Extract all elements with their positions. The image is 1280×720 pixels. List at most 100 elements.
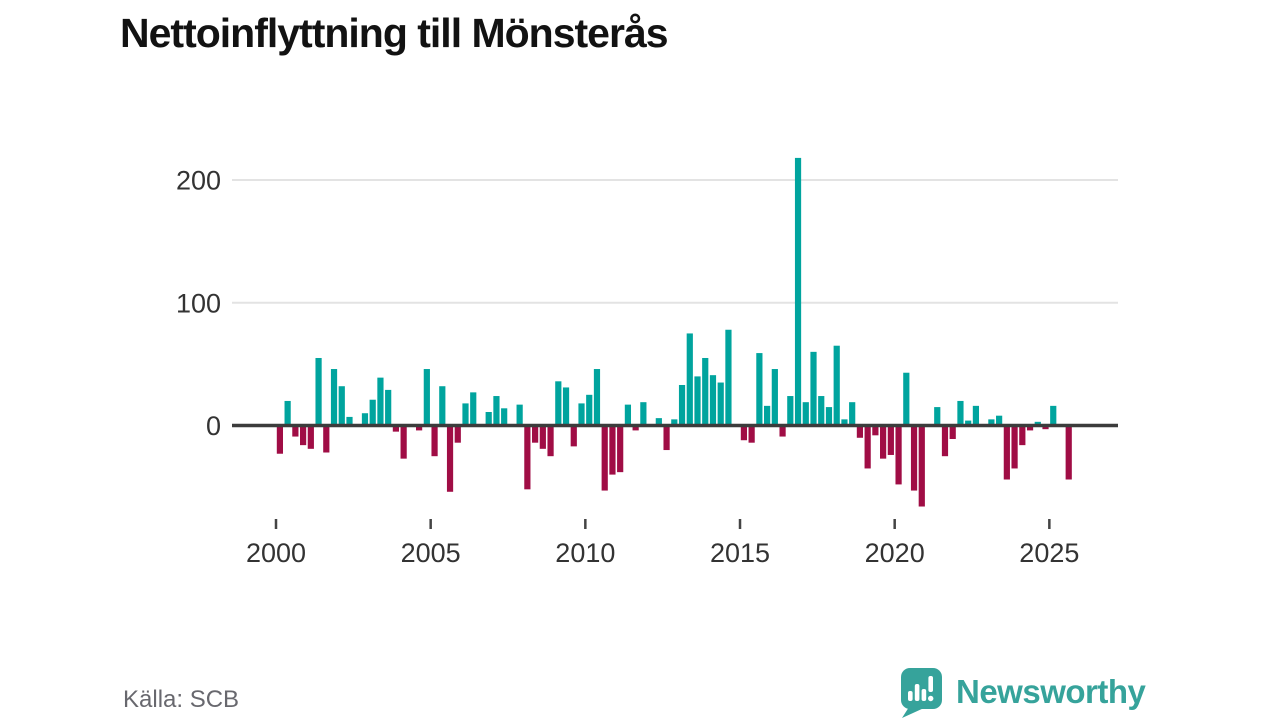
x-tick-label: 2010 xyxy=(555,538,615,568)
bar-2001-Q4 xyxy=(330,369,338,426)
bar-2008-Q2 xyxy=(532,425,539,443)
bar-2002-Q1 xyxy=(338,386,345,426)
bar-2014-Q3 xyxy=(725,329,732,426)
bar-2018-Q1 xyxy=(833,345,840,426)
bar-2017-Q2 xyxy=(810,351,817,426)
newsworthy-logo: Newsworthy xyxy=(899,666,1146,718)
bar-2007-Q1 xyxy=(493,396,500,426)
bar-2020-Q1 xyxy=(895,425,902,485)
bar-2019-Q1 xyxy=(864,425,871,469)
bar-2023-Q3 xyxy=(1003,425,1010,480)
chart-title: Nettoinflyttning till Mönsterås xyxy=(120,10,669,56)
bar-2012-Q2 xyxy=(655,418,662,426)
source-note: Källa: SCB xyxy=(123,686,240,713)
bar-2013-Q3 xyxy=(694,376,701,426)
bar-2021-Q3 xyxy=(941,425,949,457)
bar-2004-Q4 xyxy=(423,369,430,426)
bar-2002-Q2 xyxy=(346,416,353,426)
x-tick-label: 2005 xyxy=(401,538,461,568)
bar-2009-Q2 xyxy=(562,387,570,426)
bar-2002-Q4 xyxy=(361,413,369,426)
bar-2011-Q2 xyxy=(624,404,632,426)
x-tick-label: 2015 xyxy=(710,538,770,568)
bar-2003-Q1 xyxy=(369,399,376,426)
net-migration-bar-chart: 0 100 200 2000 2005 2010 2015 2020 2025 xyxy=(176,157,1118,568)
bar-2005-Q2 xyxy=(439,386,446,426)
bar-2017-Q4 xyxy=(825,407,833,426)
bar-2013-Q2 xyxy=(686,333,693,426)
bar-2015-Q2 xyxy=(748,425,755,443)
bar-2025-Q1 xyxy=(1050,405,1057,426)
bar-2012-Q3 xyxy=(663,425,670,451)
x-tick-label: 2020 xyxy=(865,538,925,568)
bar-2022-Q1 xyxy=(957,400,964,426)
y-axis-labels: 0 100 200 xyxy=(176,166,221,442)
bar-2000-Q2 xyxy=(284,400,291,426)
bar-2015-Q1 xyxy=(740,425,748,441)
bar-2012-Q4 xyxy=(671,419,678,426)
bar-2019-Q3 xyxy=(880,425,887,459)
bar-2011-Q3 xyxy=(632,425,639,431)
bar-2010-Q3 xyxy=(601,425,608,491)
bar-2013-Q1 xyxy=(678,384,686,426)
bar-2017-Q1 xyxy=(802,402,809,426)
bar-2001-Q1 xyxy=(307,425,314,449)
bar-2024-Q4 xyxy=(1042,425,1049,430)
bar-2010-Q4 xyxy=(609,425,616,475)
bar-2005-Q1 xyxy=(431,425,438,457)
bar-2015-Q3 xyxy=(756,353,763,426)
bar-2011-Q1 xyxy=(617,425,624,473)
bar-2003-Q4 xyxy=(392,425,399,432)
bar-2009-Q4 xyxy=(578,403,585,426)
bar-2001-Q2 xyxy=(315,357,322,426)
x-tick-label: 2000 xyxy=(246,538,306,568)
y-tick-label: 100 xyxy=(176,288,221,318)
bar-2021-Q2 xyxy=(934,407,941,426)
bar-2009-Q3 xyxy=(570,425,577,447)
bar-2008-Q4 xyxy=(547,425,554,457)
bar-2022-Q2 xyxy=(965,420,972,426)
x-tick-label: 2025 xyxy=(1019,538,1079,568)
bar-2016-Q1 xyxy=(771,369,778,426)
bar-2008-Q1 xyxy=(524,425,531,490)
bar-2022-Q3 xyxy=(972,405,980,426)
gridlines xyxy=(232,179,1118,304)
bar-2013-Q4 xyxy=(702,357,709,426)
bar-2023-Q1 xyxy=(988,419,995,426)
bar-2007-Q4 xyxy=(516,404,523,426)
bar-2016-Q2 xyxy=(779,425,786,437)
bar-2015-Q4 xyxy=(764,405,771,426)
bar-2023-Q2 xyxy=(996,415,1003,426)
bar-2020-Q4 xyxy=(918,425,925,507)
y-tick-label: 0 xyxy=(206,411,221,441)
bar-2005-Q4 xyxy=(454,425,461,443)
bar-2023-Q4 xyxy=(1011,425,1018,469)
bar-2025-Q3 xyxy=(1065,425,1072,480)
bar-2024-Q2 xyxy=(1026,425,1034,431)
bar-2005-Q3 xyxy=(446,425,454,492)
bar-2016-Q4 xyxy=(794,157,802,426)
bar-2019-Q4 xyxy=(887,425,894,455)
bar-2006-Q4 xyxy=(485,412,492,426)
newsworthy-speech-bubble-chart-icon xyxy=(901,668,942,718)
bar-2024-Q1 xyxy=(1019,425,1026,446)
bar-2003-Q3 xyxy=(385,389,392,426)
newsworthy-logo-text: Newsworthy xyxy=(956,673,1146,710)
bar-2009-Q1 xyxy=(555,381,562,426)
bar-2014-Q1 xyxy=(709,375,717,426)
bar-2020-Q3 xyxy=(910,425,918,491)
bar-2014-Q2 xyxy=(717,382,724,426)
bar-2018-Q2 xyxy=(841,419,848,426)
x-axis: 2000 2005 2010 2015 2020 2025 xyxy=(246,519,1079,568)
bar-2020-Q2 xyxy=(903,372,910,426)
bar-2016-Q3 xyxy=(787,396,794,426)
bar-2010-Q2 xyxy=(593,369,601,426)
y-tick-label: 200 xyxy=(176,166,221,196)
bar-2001-Q3 xyxy=(323,425,330,453)
bar-2006-Q2 xyxy=(470,392,477,426)
bar-2004-Q3 xyxy=(416,425,423,431)
bars xyxy=(276,157,1072,507)
bar-2007-Q2 xyxy=(501,408,508,426)
bar-2003-Q2 xyxy=(377,377,384,426)
